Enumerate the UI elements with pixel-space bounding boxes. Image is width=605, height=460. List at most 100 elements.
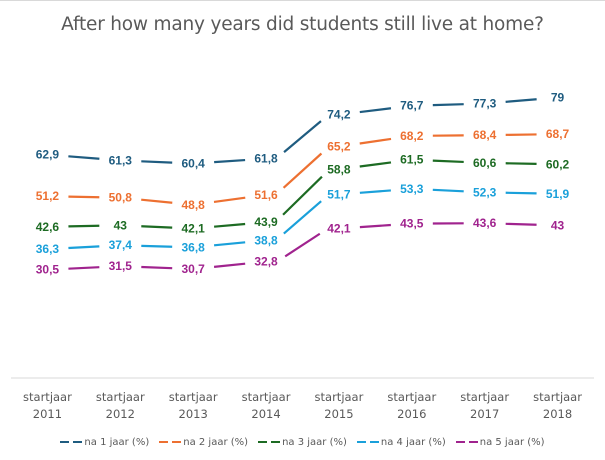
legend-item[interactable]: na 4 jaar (%) <box>356 437 446 448</box>
legend-swatch-icon <box>159 438 182 446</box>
series-line-segment <box>68 155 100 160</box>
x-tick-label: startjaar 2013 <box>169 390 218 421</box>
data-label: 76,7 <box>400 99 424 113</box>
series-line-segment <box>141 225 173 229</box>
data-label: 68,4 <box>473 128 497 142</box>
data-label: 58,8 <box>327 162 351 176</box>
legend: na 1 jaar (%) na 2 jaar (%) na 3 jaar (%) n… <box>0 437 605 448</box>
data-label: 74,2 <box>327 108 351 122</box>
series-line-segment <box>505 162 537 165</box>
legend-label: na 3 jaar (%) <box>282 437 347 448</box>
legend-item[interactable]: na 1 jaar (%) <box>60 437 149 448</box>
series-line-segment <box>68 266 100 270</box>
legend-label: na 1 jaar (%) <box>84 437 150 448</box>
data-label: 68,2 <box>400 129 424 143</box>
series-line-segment <box>432 188 464 193</box>
series-line-segment <box>505 191 537 195</box>
data-label: 53,3 <box>400 182 424 196</box>
series-line-segment <box>359 137 392 145</box>
series-line-segment <box>505 98 537 103</box>
legend-item[interactable]: na 3 jaar (%) <box>258 437 347 448</box>
x-tick-label: startjaar 2017 <box>460 390 509 421</box>
data-label: 36,3 <box>36 242 60 256</box>
data-label: 60,6 <box>473 156 497 170</box>
data-label: 79 <box>551 91 565 105</box>
series-line-segment <box>214 222 246 228</box>
chart-title: After how many years did students still … <box>61 14 544 35</box>
data-label: 61,8 <box>254 152 278 166</box>
series-line-segment <box>68 224 100 228</box>
series-line-segment <box>359 223 391 229</box>
data-label: 52,3 <box>473 185 497 199</box>
series-4: 36,3 37,4 36,8 38,8 51,7 53,3 52,3 51,9 <box>36 182 570 256</box>
series-line-segment <box>283 120 322 153</box>
data-label: 32,8 <box>254 255 278 269</box>
data-label: 68,7 <box>546 127 570 141</box>
legend-label: na 4 jaar (%) <box>380 437 446 448</box>
series-line-segment <box>432 159 464 164</box>
legend-label: na 2 jaar (%) <box>183 437 249 448</box>
data-label: 43,5 <box>400 217 424 231</box>
legend-swatch-icon <box>60 438 83 446</box>
x-tick-label: startjaar 2018 <box>533 390 582 421</box>
series-line-segment <box>141 198 173 204</box>
x-tick-label: startjaar 2016 <box>387 390 436 421</box>
data-label: 43,9 <box>254 215 278 229</box>
x-tick-labels: startjaar 2011 startjaar 2012 startjaar 2013 s… <box>23 390 582 421</box>
legend-item[interactable]: na 5 jaar (%) <box>455 437 545 448</box>
data-label: 42,6 <box>36 220 60 234</box>
series-line-segment <box>213 196 246 204</box>
data-label: 65,2 <box>327 140 351 154</box>
series-line-segment <box>141 160 173 164</box>
series-line-segment <box>282 175 323 216</box>
series-layer: 62,9 61,3 60,4 61,8 74,2 76,7 77,3 79 51,2 50,8 48… <box>36 91 570 277</box>
data-label: 51,2 <box>36 189 60 203</box>
x-tick-label: startjaar 2011 <box>23 390 72 421</box>
data-label: 43,6 <box>473 216 497 230</box>
data-label: 60,2 <box>546 157 570 171</box>
legend-item[interactable]: na 2 jaar (%) <box>159 437 248 448</box>
data-label: 77,3 <box>473 97 497 111</box>
x-tick-label: startjaar 2014 <box>242 390 291 421</box>
series-line-segment <box>432 103 464 107</box>
data-label: 50,8 <box>109 191 133 205</box>
series-line-segment <box>213 262 246 268</box>
legend-swatch-icon <box>455 438 478 446</box>
series-line-segment <box>213 241 246 247</box>
data-label: 30,5 <box>36 263 60 277</box>
data-label: 42,1 <box>327 222 351 236</box>
series-line-segment <box>214 158 246 164</box>
series-line-segment <box>68 245 100 250</box>
legend-label: na 5 jaar (%) <box>479 437 545 448</box>
series-line-segment <box>141 244 173 248</box>
series-line-segment <box>505 222 537 226</box>
data-label: 30,7 <box>182 262 206 276</box>
data-label: 43 <box>551 218 565 232</box>
data-label: 36,8 <box>182 240 206 254</box>
data-label: 61,3 <box>109 153 133 167</box>
series-line-segment <box>359 161 392 168</box>
data-label: 42,1 <box>182 222 206 236</box>
data-label: 51,6 <box>254 188 278 202</box>
data-label: 51,7 <box>327 187 351 201</box>
series-line-segment <box>68 195 100 199</box>
x-tick-label: startjaar 2015 <box>315 390 364 421</box>
series-3: 42,6 43 42,1 43,9 58,8 61,5 60,6 60,2 <box>36 153 570 236</box>
legend-swatch-icon <box>356 438 379 446</box>
series-line-segment <box>284 232 321 258</box>
x-tick-label: startjaar 2012 <box>96 390 145 421</box>
series-line-segment <box>282 152 323 189</box>
series-1: 62,9 61,3 60,4 61,8 74,2 76,7 77,3 79 <box>36 91 565 171</box>
data-label: 48,8 <box>182 198 206 212</box>
series-line-segment <box>283 200 322 235</box>
data-label: 37,4 <box>109 238 133 252</box>
series-line-segment <box>359 107 392 114</box>
data-label: 51,9 <box>546 187 570 201</box>
data-label: 43 <box>114 218 128 232</box>
top-border <box>0 0 605 1</box>
data-label: 62,9 <box>36 148 60 162</box>
series-line-segment <box>359 189 391 194</box>
data-label: 61,5 <box>400 153 424 167</box>
data-label: 38,8 <box>254 233 278 247</box>
